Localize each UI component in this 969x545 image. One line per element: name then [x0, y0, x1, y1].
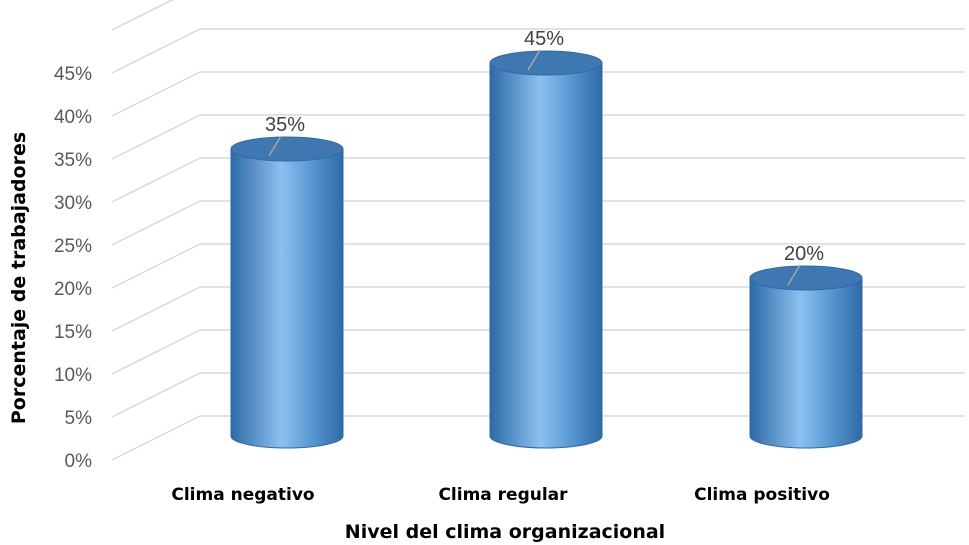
data-label-leader	[787, 264, 801, 286]
bar-top	[230, 136, 344, 162]
y-tick-label: 20%	[54, 279, 92, 300]
bar-2: 45%	[489, 28, 603, 449]
gridline-diagonal	[111, 157, 201, 203]
y-tick-label: 25%	[54, 236, 92, 257]
y-tick-label: 45%	[54, 64, 92, 85]
gridline-diagonal	[111, 372, 201, 418]
gridline-diagonal	[111, 114, 201, 160]
bar-3: 20%	[749, 243, 863, 449]
x-category-label: Clima negativo	[171, 485, 314, 505]
data-label: 20%	[784, 243, 824, 265]
data-label-leader	[268, 135, 282, 157]
bar-body	[230, 148, 344, 449]
bar-top	[489, 50, 603, 76]
x-axis-categories: Clima negativo Clima regular Clima positiv…	[171, 485, 829, 505]
bar-body	[489, 62, 603, 449]
bars: 35% 45% 20%	[230, 28, 863, 449]
bar-body	[749, 277, 863, 449]
gridline-diagonal	[111, 71, 201, 117]
data-label-leader	[527, 49, 541, 71]
y-tick-label: 30%	[54, 193, 92, 214]
y-axis-title: Porcentaje de trabajadores	[8, 132, 30, 424]
gridline-diagonal	[111, 243, 201, 289]
gridline-diagonal	[111, 415, 201, 461]
y-tick-label: 15%	[54, 322, 92, 343]
gridline-diagonal	[111, 0, 174, 31]
y-tick-label: 35%	[54, 150, 92, 171]
gridline-diagonal	[111, 28, 201, 74]
x-axis-title: Nivel del clima organizacional	[345, 521, 665, 543]
data-label: 45%	[524, 28, 564, 50]
x-category-label: Clima positivo	[694, 485, 830, 505]
bar-top	[749, 265, 863, 291]
bar-1: 35%	[230, 114, 344, 449]
gridline-diagonal	[111, 286, 201, 332]
gridline-diagonal	[111, 329, 201, 375]
y-tick-label: 0%	[65, 451, 93, 472]
data-label: 35%	[265, 114, 305, 136]
gridline-diagonal	[111, 200, 201, 246]
y-tick-label: 10%	[54, 365, 92, 386]
y-tick-label: 40%	[54, 107, 92, 128]
x-category-label: Clima regular	[438, 485, 568, 505]
y-axis-ticks: 0% 5% 10% 15% 20% 25% 30% 35% 40% 45%	[54, 64, 92, 472]
y-tick-label: 5%	[65, 408, 93, 429]
